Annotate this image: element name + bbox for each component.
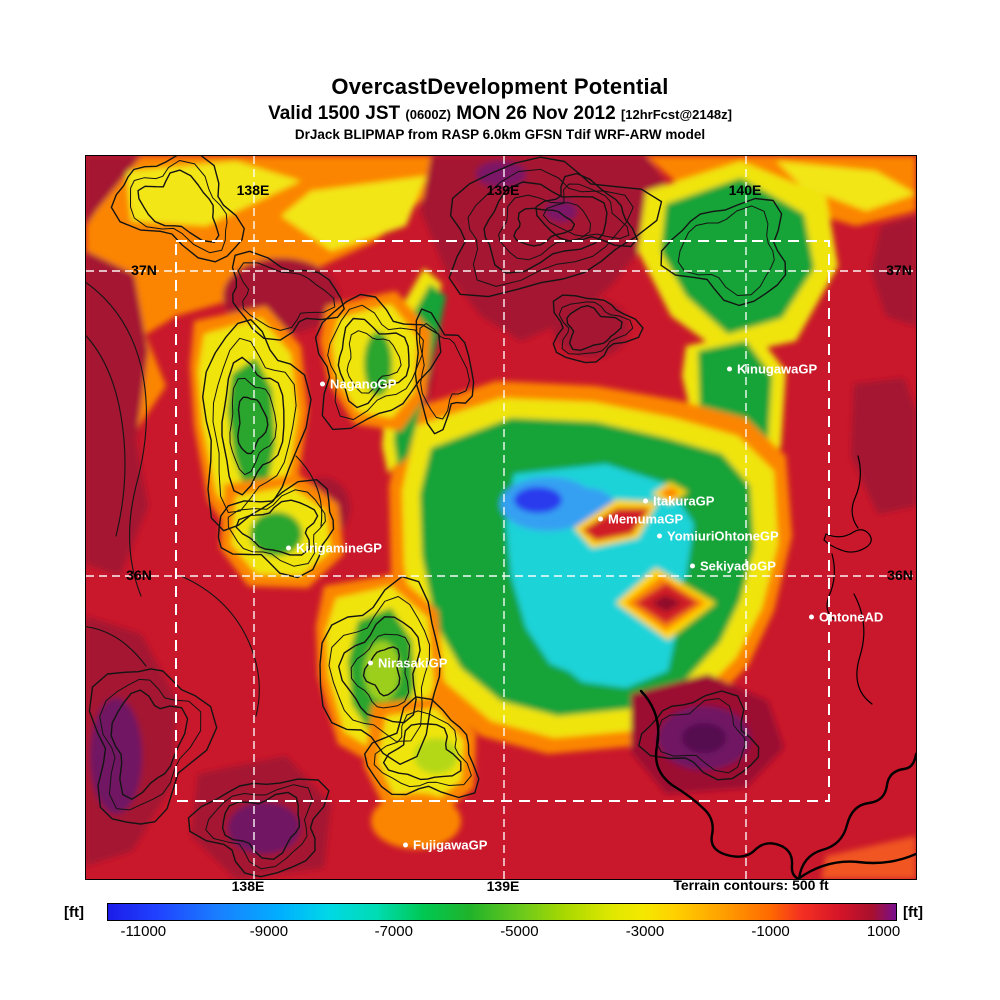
- lon-label-bottom-139e: 139E: [486, 878, 520, 894]
- site-label: NaganoGP: [330, 376, 397, 392]
- site-label: ItakuraGP: [653, 493, 715, 509]
- colorbar-tick: -1000: [751, 923, 790, 940]
- page-title: OvercastDevelopment Potential: [331, 74, 669, 99]
- site-memuma: MemumaGP: [598, 512, 683, 527]
- site-label: YomiuriOhtoneGP: [667, 528, 779, 544]
- site-ohtone-ad: OhtoneAD: [809, 610, 883, 625]
- forecast-cycle: [12hrFcst@2148z]: [620, 107, 732, 122]
- site-label: KirigamineGP: [296, 540, 382, 556]
- lat-label-left-37n: 37N: [131, 262, 157, 278]
- valid-time: Valid 1500 JST: [268, 103, 401, 124]
- lat-label-right-37n: 37N: [886, 262, 912, 278]
- forecast-map: [85, 155, 917, 880]
- lon-label-top-138e: 138E: [236, 182, 270, 198]
- site-marker-dot: [727, 366, 732, 372]
- site-marker-dot: [286, 545, 291, 551]
- site-marker-dot: [690, 563, 695, 569]
- site-kirigamine: KirigamineGP: [286, 541, 382, 556]
- lon-label-top-139e: 139E: [486, 182, 520, 198]
- site-marker-dot: [403, 842, 408, 848]
- graticule-lines: [86, 156, 916, 879]
- colorbar-unit-right: [ft]: [903, 904, 923, 921]
- colorbar-tick: -7000: [374, 923, 413, 940]
- lat-label-left-36n: 36N: [126, 567, 152, 583]
- colorbar-tick: -11000: [120, 923, 167, 940]
- site-fujigawa: FujigawaGP: [403, 838, 487, 853]
- site-label: KinugawaGP: [737, 361, 818, 377]
- colorbar-tick: -5000: [500, 923, 539, 940]
- site-marker-dot: [809, 614, 814, 620]
- colorbar-tick: 1000: [866, 923, 901, 940]
- site-marker-dot: [598, 516, 603, 522]
- valid-zulu: (0600Z): [405, 107, 451, 122]
- site-marker-dot: [368, 660, 373, 666]
- site-label: FujigawaGP: [413, 837, 488, 853]
- colorbar-ticks: -11000 -9000 -7000 -5000 -3000 -1000 100…: [107, 923, 901, 941]
- colorbar-tick: -9000: [249, 923, 289, 940]
- site-sekiyado: SekiyadoGP: [690, 559, 776, 574]
- lat-label-right-36n: 36N: [887, 567, 913, 583]
- colorbar-tick: -3000: [625, 923, 665, 940]
- site-label: NirasakiGP: [378, 655, 448, 671]
- site-nirasaki: NirasakiGP: [368, 656, 447, 671]
- site-nagano: NaganoGP: [320, 377, 396, 392]
- terrain-contour-note: Terrain contours: 500 ft: [673, 877, 829, 893]
- colorbar-unit-left: [ft]: [64, 904, 84, 921]
- site-label: MemumaGP: [608, 511, 684, 527]
- coastline: [639, 455, 916, 879]
- site-marker-dot: [320, 381, 325, 387]
- site-marker-dot: [657, 533, 662, 539]
- site-label: OhtoneAD: [819, 609, 884, 625]
- lon-label-top-140e: 140E: [728, 182, 762, 198]
- site-label: SekiyadoGP: [700, 558, 776, 574]
- valid-date: MON 26 Nov 2012: [456, 103, 616, 124]
- lon-label-bottom-138e: 138E: [231, 878, 265, 894]
- valid-time-line: Valid 1500 JST (0600Z) MON 26 Nov 2012 […: [0, 103, 1000, 125]
- site-itakura: ItakuraGP: [643, 494, 714, 509]
- header: OvercastDevelopment Potential Valid 1500…: [0, 74, 1000, 142]
- site-marker-dot: [643, 498, 648, 504]
- terrain-contour-lines: [88, 156, 787, 878]
- colorbar-gradient: [107, 903, 897, 921]
- site-yomiuri-ohtone: YomiuriOhtoneGP: [657, 529, 779, 544]
- domain-boundary-box: [175, 240, 830, 802]
- terrain-contour-extra: [86, 281, 323, 717]
- site-kinugawa: KinugawaGP: [727, 362, 817, 377]
- model-info-line: DrJack BLIPMAP from RASP 6.0km GFSN Tdif…: [294, 127, 706, 142]
